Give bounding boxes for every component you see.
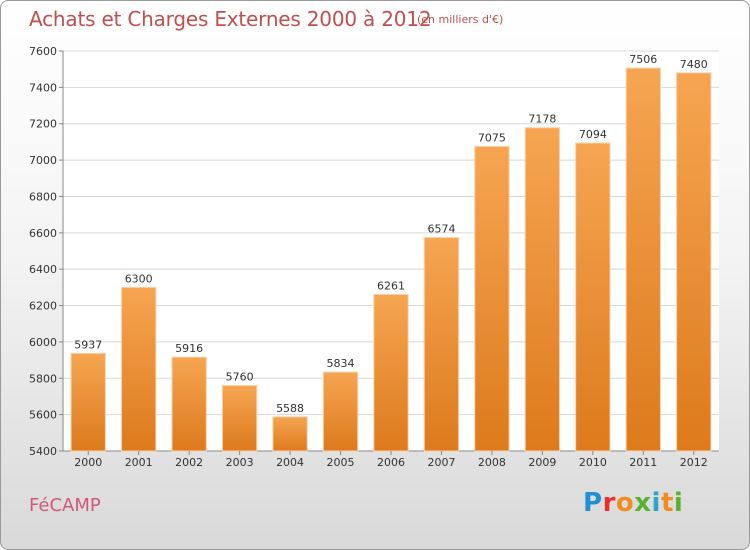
y-tick-label: 5800 (29, 372, 57, 385)
bar-2002 (171, 356, 207, 452)
y-tick-label: 5600 (29, 409, 57, 422)
x-tick-label-2012: 2012 (680, 456, 708, 469)
data-label-2002: 5916 (175, 342, 203, 355)
bar-2007 (423, 237, 460, 452)
x-tick-label-2004: 2004 (276, 456, 304, 469)
y-tick-label: 7600 (29, 45, 57, 58)
data-label-2007: 6574 (427, 223, 455, 236)
y-tick-label: 6400 (29, 263, 57, 276)
data-label-2006: 6261 (377, 279, 405, 292)
bar-2001 (121, 286, 157, 452)
x-tick-label-2003: 2003 (226, 456, 254, 469)
data-label-2004: 5588 (276, 402, 304, 415)
bar-2006 (373, 293, 409, 452)
proxiti-logo: Proxiti (583, 488, 684, 518)
y-tick-label: 6800 (29, 190, 57, 203)
bar-2000 (70, 352, 106, 452)
data-label-2001: 6300 (125, 272, 153, 285)
chart-subtitle: (en milliers d'€) (417, 13, 504, 26)
bar-2004 (272, 416, 308, 452)
x-tick-label-2006: 2006 (377, 456, 405, 469)
data-label-2000: 5937 (74, 338, 102, 351)
data-label-2010: 7094 (579, 128, 607, 141)
x-tick-label-2000: 2000 (74, 456, 102, 469)
bar-2010 (575, 142, 611, 452)
bar-2005 (322, 371, 359, 452)
data-label-2003: 5760 (226, 371, 254, 384)
y-tick-label: 6200 (29, 300, 57, 313)
y-tick-label: 6600 (29, 227, 57, 240)
x-tick-label-2001: 2001 (125, 456, 153, 469)
data-label-2011: 7506 (629, 53, 657, 66)
chart-title: Achats et Charges Externes 2000 à 2012 (29, 7, 432, 31)
data-label-2005: 5834 (327, 357, 355, 370)
y-tick-label: 6000 (29, 336, 57, 349)
bar-2011 (625, 67, 661, 452)
x-tick-label-2009: 2009 (528, 456, 556, 469)
x-tick-label-2007: 2007 (427, 456, 455, 469)
place-name: FéCAMP (29, 495, 101, 516)
y-tick-label: 7400 (29, 81, 57, 94)
x-tick-label-2008: 2008 (478, 456, 506, 469)
bar-2009 (524, 127, 561, 452)
x-tick-label-2011: 2011 (629, 456, 657, 469)
x-tick-label-2010: 2010 (579, 456, 607, 469)
data-label-2008: 7075 (478, 131, 506, 144)
x-tick-label-2002: 2002 (175, 456, 203, 469)
bar-2003 (221, 385, 258, 452)
bar-2012 (676, 72, 712, 452)
y-tick-label: 5400 (29, 445, 57, 458)
x-tick-label-2005: 2005 (327, 456, 355, 469)
bar-2008 (474, 145, 510, 452)
y-tick-label: 7200 (29, 118, 57, 131)
data-label-2012: 7480 (680, 58, 708, 71)
y-tick-label: 7000 (29, 154, 57, 167)
data-label-2009: 7178 (528, 113, 556, 126)
